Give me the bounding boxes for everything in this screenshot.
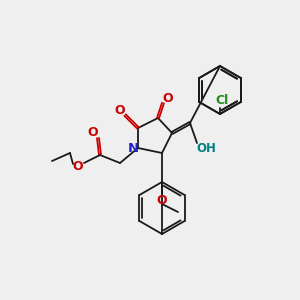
Text: O: O bbox=[73, 160, 83, 172]
Text: O: O bbox=[163, 92, 173, 106]
Text: O: O bbox=[88, 127, 98, 140]
Text: N: N bbox=[128, 142, 139, 155]
Text: Cl: Cl bbox=[215, 94, 229, 107]
Text: O: O bbox=[157, 194, 167, 208]
Text: O: O bbox=[115, 104, 125, 118]
Text: OH: OH bbox=[196, 142, 216, 154]
